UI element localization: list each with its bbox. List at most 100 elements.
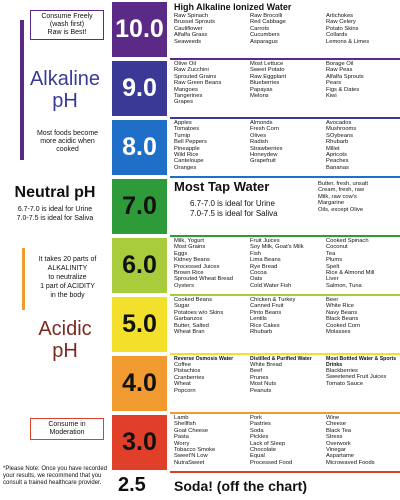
food-item: Pickles <box>250 434 269 441</box>
food-item: Prunes <box>250 374 269 381</box>
alkaline-label: Alkaline pH <box>20 68 110 112</box>
separator <box>170 294 400 296</box>
food-item: Brown Rice <box>174 270 204 277</box>
separator <box>170 117 400 119</box>
food-item: Vinegar <box>326 447 346 454</box>
food-item: Stress <box>326 434 343 441</box>
ph-box: 8.0 <box>112 120 167 175</box>
food-column: Raw Brocolli Red Cabbage Carrots Cucumbers A… <box>250 13 326 45</box>
food-column: Pork Pastries Soda Pickles Lack of Sleep Choc… <box>250 415 326 466</box>
food-column: Borage Oil Raw Peas Alfalfa Sprouts Pears Fi… <box>326 61 400 99</box>
food-item: Apricots <box>326 152 347 159</box>
food-item: Radish <box>250 139 269 146</box>
food-column: Cooked Beans Sugar Potatoes w/o Skins Garba… <box>174 297 250 335</box>
ph-box: 9.0 <box>112 61 167 116</box>
food-item: Milk, raw cow's <box>318 193 357 200</box>
food-item: Lack of Sleep <box>250 440 286 447</box>
food-item: Equal <box>250 453 265 460</box>
separator <box>170 176 400 178</box>
food-item: Raw Spinach <box>174 13 209 19</box>
food-item: Lemons & Limes <box>326 38 370 45</box>
food-item: Potatoes w/o Skins <box>174 309 224 316</box>
food-item: Kiwi <box>326 93 337 100</box>
food-item: Papayas <box>250 86 273 93</box>
food-item: Soy Milk, Goat's Milk <box>250 244 304 251</box>
food-item: Raw Brocolli <box>250 13 283 19</box>
ph-box: 6.0 <box>112 238 167 293</box>
food-item: Black Beans <box>326 316 359 323</box>
food-item: Oranges <box>174 164 197 171</box>
food-item: Bananas <box>326 164 349 171</box>
note-line: Moderation <box>49 429 85 436</box>
food-item: Oysters <box>174 282 194 289</box>
food-column: Wine Cheese Black Tea Stress Overwork Vinegar… <box>326 415 400 466</box>
food-item: Olives <box>250 132 267 139</box>
label-line: Acidic <box>38 318 92 340</box>
bottom-label: Soda! (off the chart) <box>174 478 307 494</box>
food-item: Salmon, Tuna <box>326 282 362 289</box>
row-note: 7.0-7.5 is ideal for Saliva <box>190 209 278 218</box>
food-item: Cream, fresh, raw <box>318 187 365 194</box>
food-item: Chicken & Turkey <box>250 297 296 303</box>
food-item: Sprouted Wheat Bread <box>174 276 233 283</box>
food-item: White Rice <box>326 303 355 310</box>
food-item: Aspartame <box>326 453 355 460</box>
food-item: Popcorn <box>174 387 196 394</box>
food-item: Strawberries <box>250 145 283 152</box>
food-column: Distilled & Purified Water White Bread Bee… <box>250 356 326 394</box>
food-item: Melons <box>250 93 269 100</box>
food-item: Cold Water Fish <box>250 282 292 289</box>
ph-box: 4.0 <box>112 356 167 411</box>
alkaline-bar <box>20 20 24 160</box>
column-title: Distilled & Purified Water <box>250 356 312 362</box>
food-column: Raw Spinach Brussel Sprouts Cauliflower Alf… <box>174 13 250 45</box>
food-item: Collards <box>326 32 348 39</box>
food-item: Sweetened Fruit Juices <box>326 374 387 381</box>
row-note: 6.7-7.0 is ideal for Urine <box>190 199 275 208</box>
food-item: Raw Celery <box>326 19 356 26</box>
food-item: Wheat <box>174 381 191 388</box>
column-title: Most Bottled Water & Sports Drinks <box>326 356 397 368</box>
bottom-ph: 2.5 <box>118 474 146 496</box>
food-item: Wine <box>326 415 340 421</box>
food-item: Rice & Almond Mill <box>326 270 375 277</box>
food-item: Blueberries <box>250 80 280 87</box>
food-item: Avocados <box>326 120 352 126</box>
note-line: cooked <box>56 146 79 153</box>
food-item: Sugar <box>174 303 190 310</box>
food-item: Almonds <box>250 120 273 126</box>
food-item: Millet <box>326 145 340 152</box>
note-line: Raw is Best! <box>47 29 87 36</box>
food-item: Raw Zucchini <box>174 67 209 74</box>
footnote: *Please Note: Once you have recorded you… <box>3 466 108 486</box>
food-column: Apples Tomatoes Turnip Bell Peppers Pineappl… <box>174 120 250 171</box>
note-line: 1 part of ACIDITY <box>40 283 95 290</box>
food-item: Pastries <box>250 421 271 428</box>
food-item: Spelt <box>326 263 340 270</box>
food-column: Most Lettuce Sweet Potato Raw Eggplant Blue… <box>250 61 326 99</box>
food-item: Liver <box>326 276 339 283</box>
food-item: Sprouted Grains <box>174 73 217 80</box>
food-item: Most Lettuce <box>250 61 284 67</box>
note-line: 6.7-7.0 is ideal for Urine <box>17 206 93 213</box>
food-item: Molasses <box>326 329 351 336</box>
food-item: NutraSweet <box>174 459 205 466</box>
food-column: Olive Oil Raw Zucchini Sprouted Grains Raw … <box>174 61 250 106</box>
note-line: more acidic when <box>40 138 95 145</box>
food-item: Turnip <box>174 132 191 139</box>
food-item: Canned Fruit <box>250 303 284 310</box>
food-column: Lamb Shellfish Goat Cheese Pasta Worry Tobacc… <box>174 415 250 466</box>
row-header: High Alkaline Ionized Water <box>174 2 292 12</box>
ratio-bar <box>22 248 25 310</box>
food-item: Asparagus <box>250 38 278 45</box>
food-item: Fresh Corn <box>250 126 279 133</box>
food-item: Cooked Corn <box>326 322 361 329</box>
food-item: Kidney Beans <box>174 257 210 264</box>
neutral-title: Neutral pH <box>14 184 96 201</box>
food-item: Artichokes <box>326 13 354 19</box>
food-item: Fruit Juices <box>250 238 280 244</box>
food-item: Peanuts <box>250 387 272 394</box>
note-line: Consume in <box>48 421 86 428</box>
